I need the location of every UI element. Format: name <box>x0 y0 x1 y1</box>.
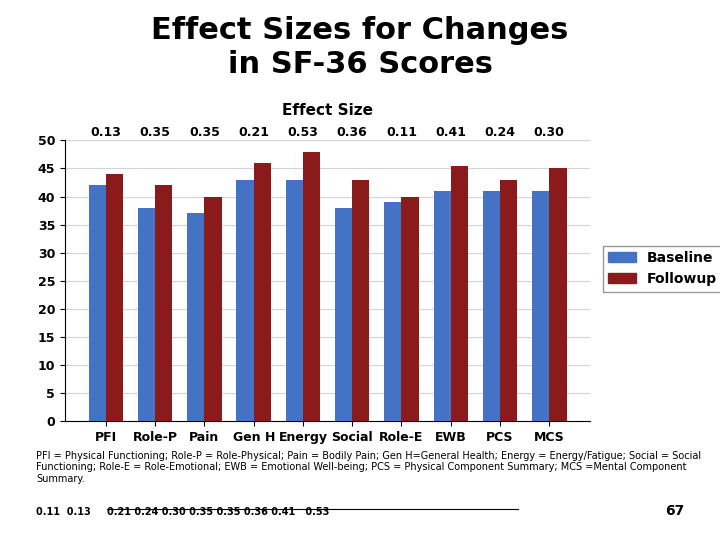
Bar <box>138 208 156 421</box>
Text: 0.35: 0.35 <box>140 126 171 139</box>
Text: 0.36: 0.36 <box>337 126 368 139</box>
Legend: Baseline, Followup: Baseline, Followup <box>603 246 720 292</box>
Bar <box>451 166 468 421</box>
Text: 0.11: 0.11 <box>386 126 417 139</box>
Text: 0.41: 0.41 <box>436 126 467 139</box>
Bar <box>236 180 253 421</box>
Bar <box>89 185 106 421</box>
Text: 0.53: 0.53 <box>287 126 318 139</box>
Text: 0.13: 0.13 <box>91 126 122 139</box>
Text: 0.24: 0.24 <box>485 126 516 139</box>
Bar <box>549 168 567 421</box>
Text: PFI = Physical Functioning; Role-P = Role-Physical; Pain = Bodily Pain; Gen H=Ge: PFI = Physical Functioning; Role-P = Rol… <box>36 451 701 484</box>
Text: 0.21: 0.21 <box>238 126 269 139</box>
Bar <box>303 152 320 421</box>
Bar <box>106 174 123 421</box>
Text: 67: 67 <box>665 504 684 518</box>
Text: Effect Size: Effect Size <box>282 103 373 118</box>
Bar <box>156 185 172 421</box>
Text: 0.35: 0.35 <box>189 126 220 139</box>
Bar <box>402 197 419 421</box>
Text: Effect Sizes for Changes
in SF-36 Scores: Effect Sizes for Changes in SF-36 Scores <box>151 16 569 79</box>
Bar <box>187 213 204 421</box>
Text: 0.30: 0.30 <box>534 126 564 139</box>
Text: 0.21 0.24 0.30 0.35 0.35 0.36 0.41   0.53: 0.21 0.24 0.30 0.35 0.35 0.36 0.41 0.53 <box>107 507 329 517</box>
Text: 0.11  0.13: 0.11 0.13 <box>36 507 104 517</box>
Bar <box>253 163 271 421</box>
Bar <box>483 191 500 421</box>
Bar <box>532 191 549 421</box>
Bar <box>335 208 352 421</box>
Bar <box>352 180 369 421</box>
Bar <box>384 202 402 421</box>
Bar <box>286 180 303 421</box>
Bar <box>500 180 517 421</box>
Bar <box>433 191 451 421</box>
Bar <box>204 197 222 421</box>
